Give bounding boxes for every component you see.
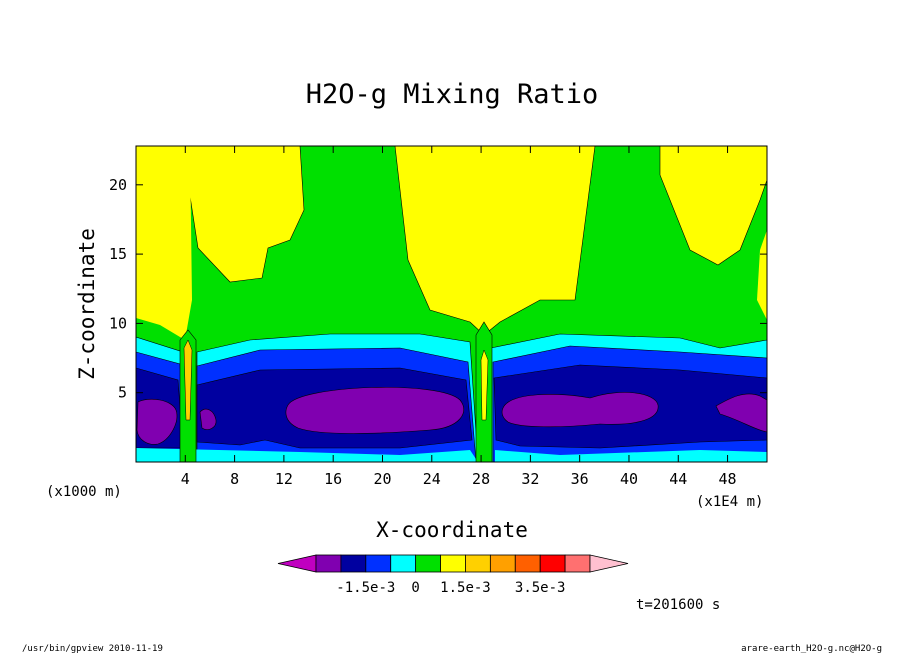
y-tick-label: 15 (109, 245, 127, 263)
x-tick-label: 24 (423, 470, 441, 488)
plot-frame (135, 145, 768, 463)
field-purple-left (136, 398, 178, 445)
footer-left: /usr/bin/gpview 2010-11-19 (22, 644, 163, 654)
field-purple-small (199, 408, 217, 430)
colorbar-swatch (440, 554, 466, 573)
x-tick-label: 48 (719, 470, 737, 488)
colorbar-swatch (564, 554, 591, 573)
field-yellow-thin-2 (480, 349, 489, 421)
colorbar-swatch (315, 554, 342, 573)
colorbar-swatch (365, 554, 392, 573)
footer-right: arare-earth_H2O-g.nc@H2O-g (741, 644, 882, 654)
x-tick-label: 20 (373, 470, 391, 488)
colorbar-swatch (489, 554, 516, 573)
colorbar-tick-label: -1.5e-3 (336, 580, 395, 596)
x-tick-label: 4 (181, 470, 190, 488)
x-axis: 4 8 12 16 20 24 28 32 36 40 44 48 (181, 146, 737, 488)
x-tick-label: 28 (472, 470, 490, 488)
colorbar-swatch (514, 554, 541, 573)
colorbar-tick-label: 0 (411, 580, 419, 596)
x-axis-label: X-coordinate (376, 518, 528, 542)
x-tick-label: 12 (275, 470, 293, 488)
field-cyan-bottom (136, 448, 767, 462)
colorbar-tick-label: 1.5e-3 (440, 580, 491, 596)
field-yellow-right-edge (757, 230, 767, 320)
time-label: t=201600 s (636, 597, 720, 613)
x-tick-label: 36 (571, 470, 589, 488)
y-tick-label: 20 (109, 176, 127, 194)
y-tick-label: 5 (118, 384, 127, 402)
colorbar-swatch (340, 554, 367, 573)
field-yellow-thin-1 (183, 339, 193, 421)
x-tick-label: 32 (521, 470, 539, 488)
colorbar-swatch (415, 554, 441, 573)
field-purple-core-1 (285, 386, 465, 434)
colorbar-low-arrow (277, 554, 317, 573)
y-axis-label: Z-coordinate (75, 228, 99, 380)
field-yellow-left-edge (136, 146, 192, 340)
x-tick-label: 44 (669, 470, 687, 488)
x-tick-label: 40 (620, 470, 638, 488)
x-unit-right: (x1E4 m) (696, 494, 763, 510)
x-tick-label: 16 (324, 470, 342, 488)
y-axis: 5 10 15 20 (109, 176, 767, 402)
y-tick-label: 10 (109, 314, 127, 332)
colorbar (277, 554, 629, 573)
colorbar-tick-label: 3.5e-3 (515, 580, 566, 596)
colorbar-high-arrow (589, 554, 629, 573)
colorbar-swatch (390, 554, 417, 573)
field-purple-right (715, 393, 767, 433)
field-purple-core-2 (501, 392, 659, 428)
x-unit-left: (x1000 m) (46, 484, 122, 500)
field-yellow-upper (136, 146, 767, 336)
plot-field (136, 146, 767, 462)
x-tick-label: 8 (230, 470, 239, 488)
colorbar-swatch (539, 554, 566, 573)
colorbar-swatch (465, 554, 491, 573)
colorbar-tick-labels: -1.5e-3 0 1.5e-3 3.5e-3 (336, 580, 565, 596)
chart-title: H2O-g Mixing Ratio (306, 79, 599, 110)
